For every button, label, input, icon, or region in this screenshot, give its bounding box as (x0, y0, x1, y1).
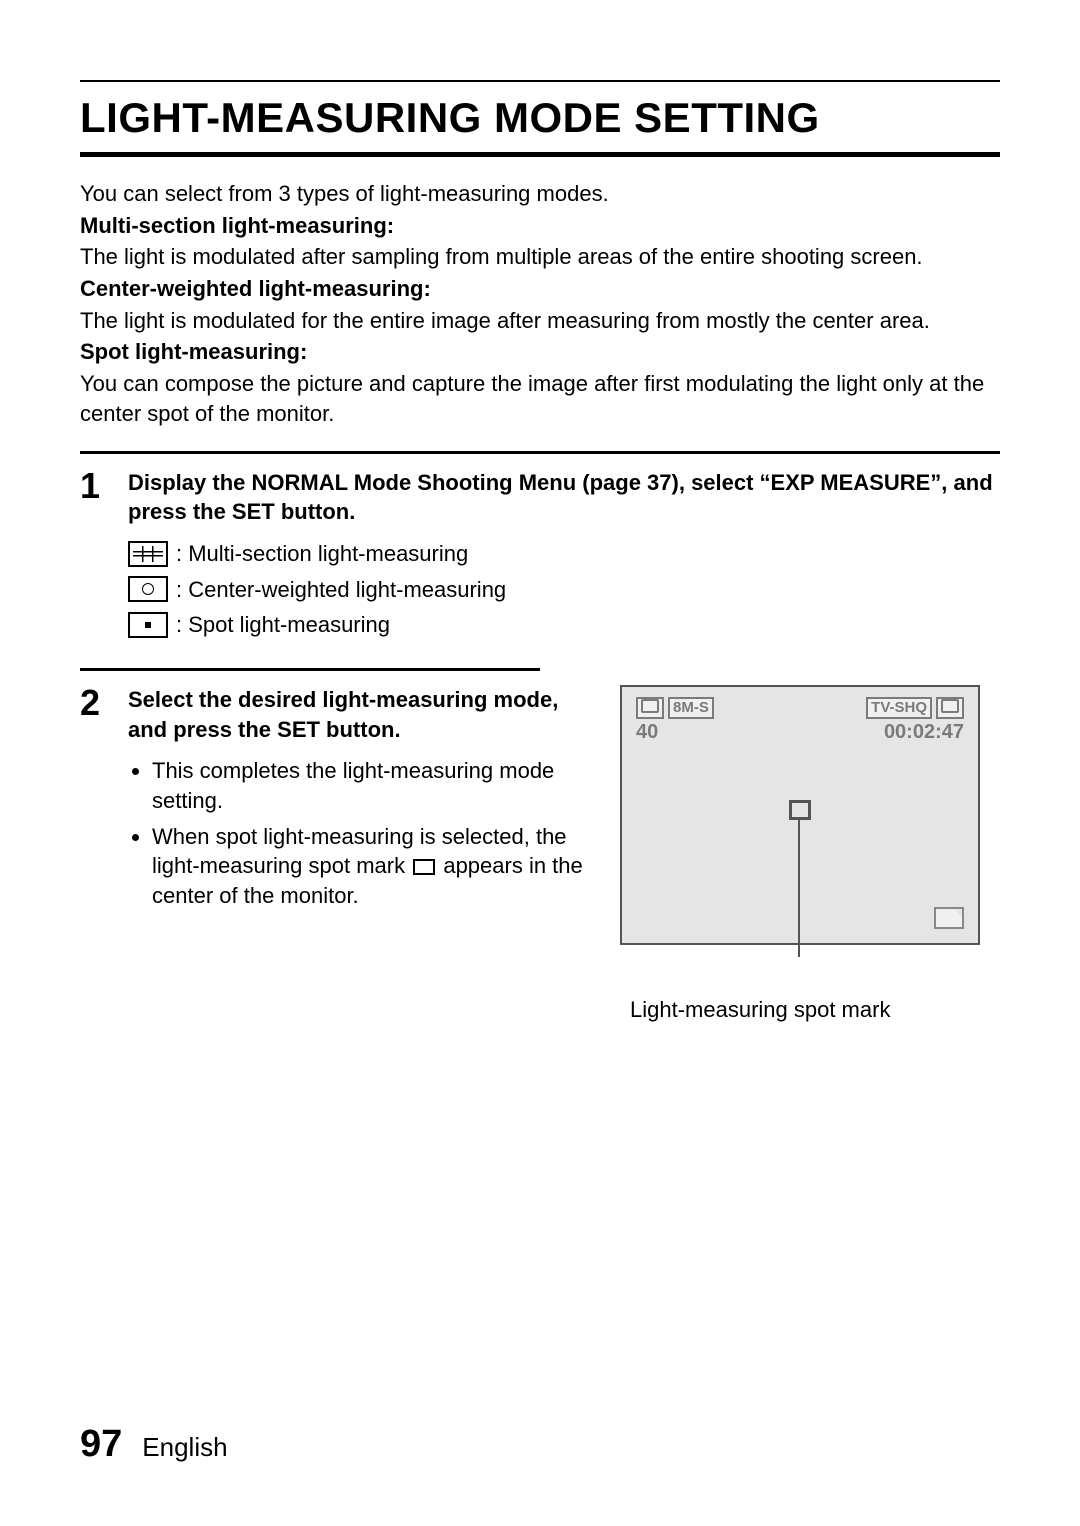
option-center: : Center-weighted light-measuring (128, 575, 1000, 605)
spot-mark-icon (789, 800, 811, 820)
mode-desc-1: The light is modulated after sampling fr… (80, 242, 1000, 272)
spot-icon (128, 612, 168, 638)
camera-icon (636, 697, 664, 719)
page-number: 97 (80, 1423, 122, 1466)
mode-desc-3: You can compose the picture and capture … (80, 369, 1000, 428)
diagram-caption: Light-measuring spot mark (630, 995, 1000, 1025)
step2-text: Select the desired light-measuring mode,… (128, 685, 590, 917)
page-title: LIGHT-MEASURING MODE SETTING (80, 86, 1000, 152)
separator-half (80, 668, 540, 671)
option-spot: : Spot light-measuring (128, 610, 1000, 640)
lcd-screen: 8M-S TV-SHQ 40 00:02:47 (620, 685, 980, 945)
lcd-top-right: TV-SHQ (866, 697, 964, 719)
rule-thin (80, 80, 1000, 82)
bullet-1: This completes the light-measuring mode … (152, 756, 590, 815)
center-weighted-icon (128, 576, 168, 602)
video-icon (936, 697, 964, 719)
page-footer: 97 English (80, 1423, 228, 1466)
rule-thick (80, 152, 1000, 157)
rec-time: 00:02:47 (884, 719, 964, 746)
step1-instruction: Display the NORMAL Mode Shooting Menu (p… (128, 468, 1000, 527)
option-multi: : Multi-section light-measuring (128, 539, 1000, 569)
option-text: : Multi-section light-measuring (176, 539, 468, 569)
option-text: : Center-weighted light-measuring (176, 575, 506, 605)
bullet-2: When spot light-measuring is selected, t… (152, 822, 590, 911)
step-1: 1 Display the NORMAL Mode Shooting Menu … (80, 468, 1000, 646)
memory-card-icon (934, 907, 964, 929)
mode-desc-2: The light is modulated for the entire im… (80, 306, 1000, 336)
step-2: 2 Select the desired light-measuring mod… (80, 685, 1000, 1025)
multi-section-icon (128, 541, 168, 567)
intro-block: You can select from 3 types of light-mea… (80, 179, 1000, 429)
spot-mark-inline-icon (413, 859, 435, 875)
manual-page: LIGHT-MEASURING MODE SETTING You can sel… (0, 0, 1080, 1526)
step-number: 2 (80, 685, 110, 721)
option-text: : Spot light-measuring (176, 610, 390, 640)
language-label: English (142, 1432, 227, 1463)
mode-label-1: Multi-section light-measuring: (80, 213, 394, 238)
lcd-top-left: 8M-S (636, 697, 714, 719)
mode-label-3: Spot light-measuring: (80, 339, 307, 364)
step2-instruction: Select the desired light-measuring mode,… (128, 685, 590, 744)
mode-label-2: Center-weighted light-measuring: (80, 276, 431, 301)
intro-lead: You can select from 3 types of light-mea… (80, 179, 1000, 209)
step2-bullets: This completes the light-measuring mode … (128, 756, 590, 910)
resolution-badge: 8M-S (668, 697, 714, 719)
shot-count: 40 (636, 719, 658, 746)
quality-badge: TV-SHQ (866, 697, 932, 719)
step-number: 1 (80, 468, 110, 504)
lcd-diagram: 8M-S TV-SHQ 40 00:02:47 Light-measur (620, 685, 1000, 1025)
separator (80, 451, 1000, 454)
